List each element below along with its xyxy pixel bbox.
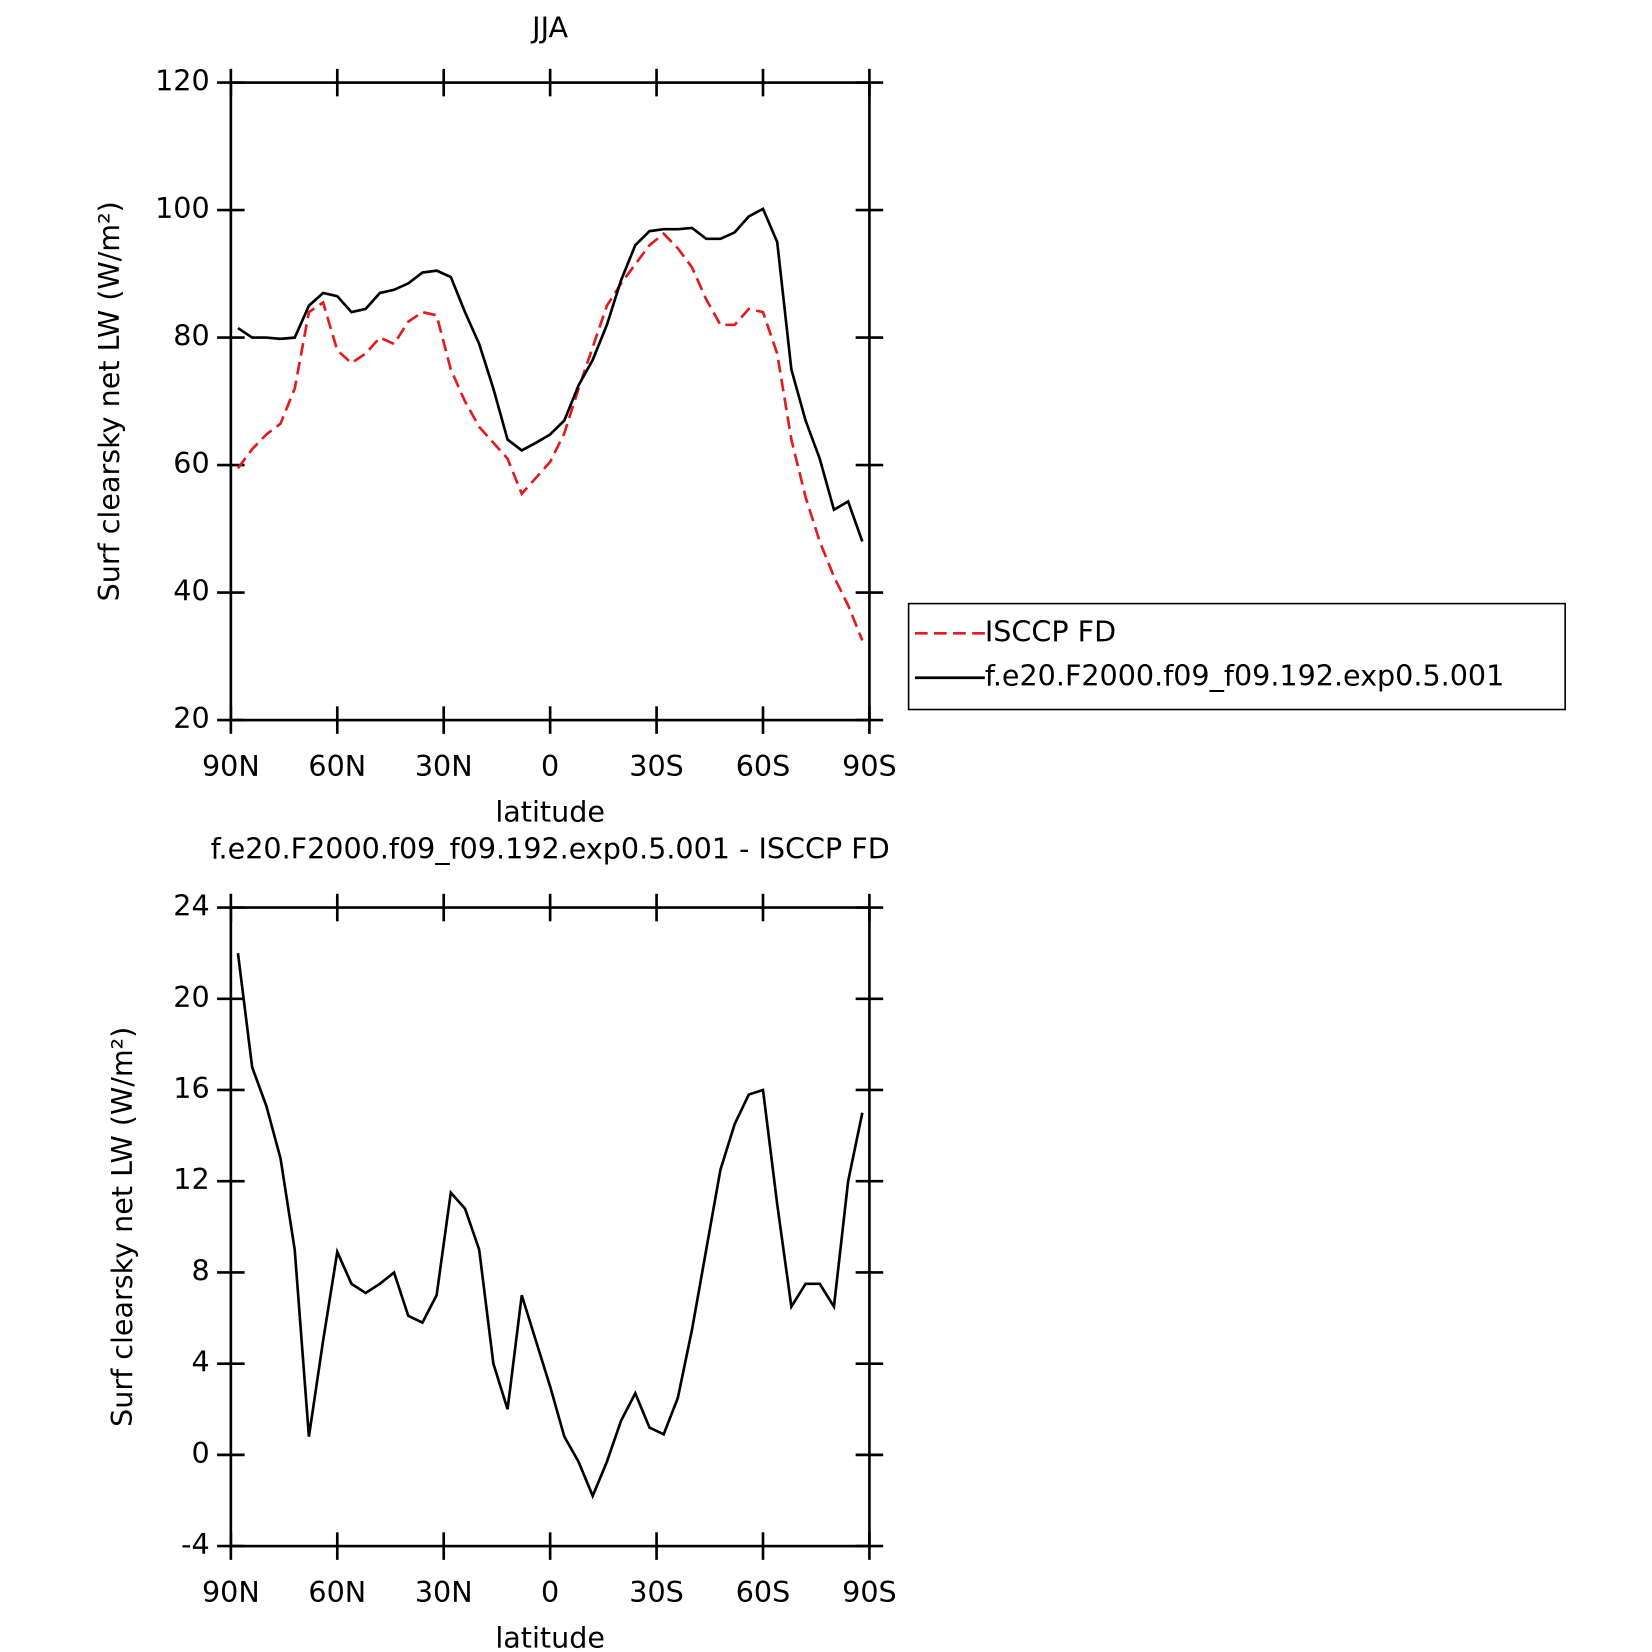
x-tick-label: 60S bbox=[736, 1575, 791, 1609]
x-tick-label: 90S bbox=[842, 1575, 897, 1609]
y-tick-label: 0 bbox=[191, 1436, 209, 1470]
y-tick-label: 100 bbox=[155, 191, 210, 225]
y-tick-label: 60 bbox=[173, 446, 209, 480]
y-tick-label: 20 bbox=[173, 701, 209, 735]
x-tick-label: 30S bbox=[629, 1575, 684, 1609]
chart-title: f.e20.F2000.f09_f09.192.exp0.5.001 - ISC… bbox=[211, 831, 890, 865]
y-tick-label: 120 bbox=[155, 64, 210, 98]
x-tick-label: 0 bbox=[541, 749, 559, 783]
y-axis-label: Surf clearsky net LW (W/m²) bbox=[105, 1027, 139, 1427]
x-tick-label: 30N bbox=[415, 749, 473, 783]
x-tick-label: 60N bbox=[308, 1575, 366, 1609]
legend-label: ISCCP FD bbox=[985, 614, 1116, 648]
chart-title: JJA bbox=[530, 11, 568, 45]
y-tick-label: 24 bbox=[173, 889, 209, 923]
plot-frame bbox=[229, 906, 871, 1548]
y-tick-label: 4 bbox=[191, 1345, 209, 1379]
y-tick-label: 40 bbox=[173, 574, 209, 608]
x-tick-label: 90N bbox=[202, 1575, 260, 1609]
x-axis-label: latitude bbox=[495, 1620, 605, 1652]
legend-label: f.e20.F2000.f09_f09.192.exp0.5.001 bbox=[985, 659, 1504, 693]
x-tick-label: 90S bbox=[842, 749, 897, 783]
plot-frame bbox=[229, 81, 871, 722]
y-tick-label: 8 bbox=[191, 1253, 209, 1287]
y-tick-label: 12 bbox=[173, 1162, 209, 1196]
x-tick-label: 60S bbox=[736, 749, 791, 783]
series-line bbox=[236, 952, 864, 1500]
x-tick-label: 60N bbox=[308, 749, 366, 783]
legend-box bbox=[907, 602, 1566, 711]
x-tick-label: 90N bbox=[202, 749, 260, 783]
series-line bbox=[236, 231, 864, 641]
y-tick-label: 20 bbox=[173, 980, 209, 1014]
y-tick-label: 16 bbox=[173, 1071, 209, 1105]
y-axis-label: Surf clearsky net LW (W/m²) bbox=[92, 201, 126, 601]
y-tick-label: 80 bbox=[173, 319, 209, 353]
x-tick-label: 30N bbox=[415, 1575, 473, 1609]
y-tick-label: -4 bbox=[181, 1527, 210, 1561]
series-line bbox=[237, 206, 864, 543]
x-tick-label: 0 bbox=[541, 1575, 559, 1609]
x-axis-label: latitude bbox=[495, 794, 605, 828]
x-tick-label: 30S bbox=[629, 749, 684, 783]
